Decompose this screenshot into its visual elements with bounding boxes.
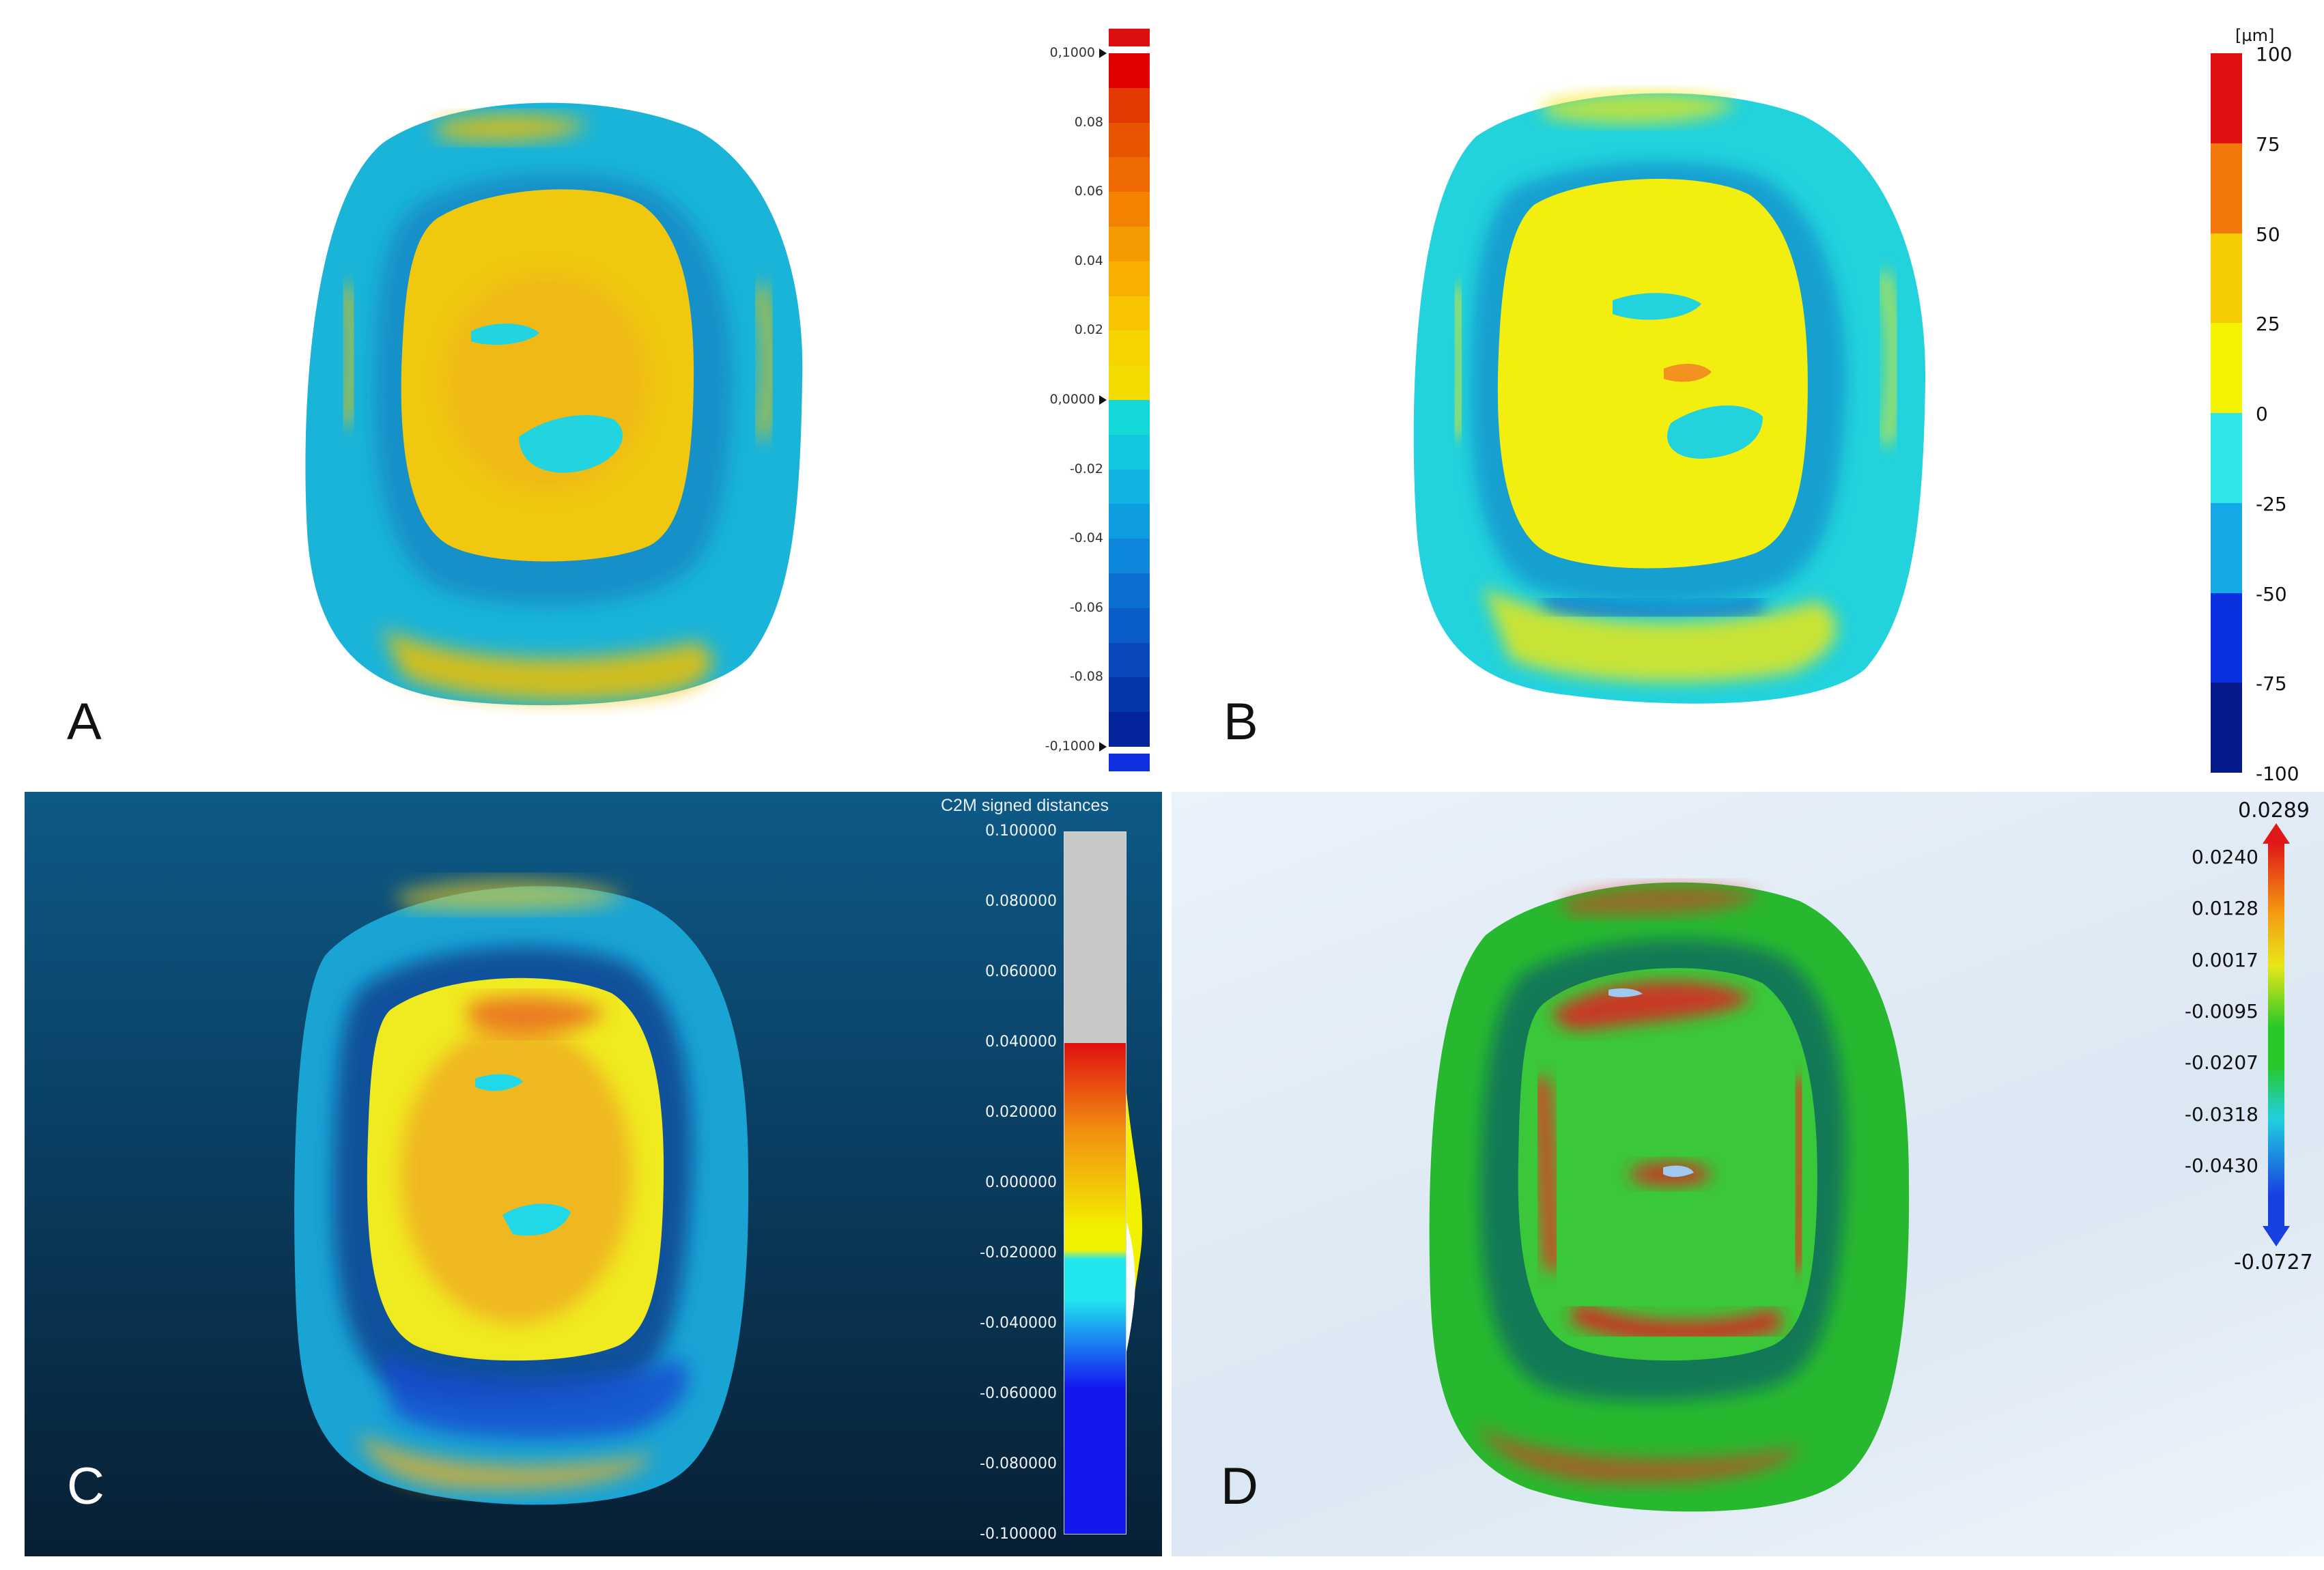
- scale-a-segment: [1109, 573, 1150, 609]
- scale-c-tick-label: -0.060000: [980, 1385, 1057, 1402]
- scale-d-min-label: -0.0727: [2234, 1251, 2313, 1274]
- scale-a-segment: [1109, 712, 1150, 747]
- scale-a-tick-label: -0,1000: [1045, 739, 1095, 754]
- scale-b-tick-label: -25: [2256, 492, 2287, 515]
- scan-b-image: [1413, 92, 1926, 704]
- scale-d-tick-label: 0.0017: [2192, 948, 2258, 971]
- panel-letter-a: A: [67, 693, 102, 751]
- scale-a-marker-icon: [1099, 48, 1107, 58]
- scale-a-tick-label: -0.04: [1069, 530, 1103, 546]
- scale-b-segment: [2211, 502, 2242, 594]
- scale-b-tick-label: 50: [2256, 223, 2280, 246]
- scale-a-segment: [1109, 469, 1150, 505]
- scale-a-segment: [1109, 677, 1150, 713]
- scale-b-colorbar: [2211, 53, 2242, 773]
- scale-c-colorbar: [1064, 831, 1126, 1535]
- scale-a-segment: [1109, 122, 1150, 158]
- scale-c-tick-label: 0.100000: [985, 823, 1057, 840]
- scale-a-marker-icon: [1099, 742, 1107, 752]
- panel-a: A 0,1000 0.08 0.06 0.04 0.02 0,0000 -0.02 -0.04…: [0, 0, 1162, 785]
- scale-c-tick-label: -0.040000: [980, 1315, 1057, 1332]
- scale-d-tick-label: -0.0207: [2184, 1051, 2258, 1074]
- scan-c-image: [294, 879, 749, 1505]
- scale-d-max-label: 0.0289: [2238, 799, 2310, 823]
- scale-a-tick-label: 0,0000: [1049, 392, 1095, 407]
- scale-a-tick-label: -0.06: [1069, 599, 1103, 615]
- scale-a-segment: [1109, 400, 1150, 436]
- scale-a-overflow-low: [1109, 754, 1150, 771]
- scale-d-tick-label: -0.0095: [2184, 1000, 2258, 1023]
- scale-a-marker-icon: [1099, 395, 1107, 405]
- scale-b-tick-label: 75: [2256, 132, 2280, 156]
- scale-d-tick-label: 0.0128: [2192, 897, 2258, 920]
- scale-a-segment: [1109, 227, 1150, 262]
- scale-c-tick-label: 0.060000: [985, 963, 1057, 980]
- scale-c-tick-label: 0.040000: [985, 1033, 1057, 1051]
- scale-b-unit: [µm]: [2235, 26, 2275, 45]
- scale-a-segment: [1109, 330, 1150, 367]
- scale-a-segment: [1109, 539, 1150, 574]
- scale-a-segment: [1109, 53, 1150, 89]
- scale-c-tick-label: 0.020000: [985, 1104, 1057, 1121]
- scale-b-segment: [2211, 413, 2242, 504]
- scale-c-tick-label: -0.020000: [980, 1244, 1057, 1261]
- panel-letter-b: B: [1223, 693, 1258, 751]
- scale-c-tick-label: -0.100000: [980, 1526, 1057, 1543]
- scale-b-tick-label: 100: [2256, 43, 2293, 66]
- scale-b-segment: [2211, 683, 2242, 773]
- scale-a-segment: [1109, 87, 1150, 124]
- panel-b: B [µm] 100 75 50 25 0 -25 -50 -75 -100: [1162, 0, 2324, 785]
- scale-a-segment: [1109, 504, 1150, 540]
- scale-a-segment: [1109, 642, 1150, 679]
- scale-a-segment: [1109, 296, 1150, 332]
- scale-b-segment: [2211, 323, 2242, 414]
- scale-a-tick-label: 0.02: [1074, 322, 1103, 338]
- scan-d-image: [1429, 882, 1910, 1512]
- scale-a-tick-label: -0.08: [1069, 669, 1103, 685]
- scale-d-colorbar: [2268, 844, 2284, 1226]
- scale-d-gradient: [2268, 844, 2284, 1226]
- scale-c-tick-label: -0.080000: [980, 1455, 1057, 1472]
- scale-b-tick-label: -100: [2256, 762, 2299, 785]
- scale-a-tick-label: 0,1000: [1049, 45, 1095, 60]
- scale-a-tick-label: 0.06: [1074, 184, 1103, 199]
- scale-a-tick-label: 0.04: [1074, 253, 1103, 268]
- scale-a-segment: [1109, 192, 1150, 227]
- panel-letter-d: D: [1221, 1457, 1258, 1515]
- panel-letter-c: C: [67, 1457, 104, 1515]
- scale-c-tick-label: 0.000000: [985, 1174, 1057, 1191]
- scale-a-colorbar: [1109, 53, 1150, 747]
- panel-c: C2M signed distances 0.100000 0.080000 0.0…: [25, 792, 1162, 1556]
- scale-b-tick-label: 25: [2256, 313, 2280, 336]
- scale-a-segment: [1109, 261, 1150, 297]
- scan-a-image: [305, 102, 803, 706]
- scale-b-segment: [2211, 143, 2242, 234]
- scale-b-tick-label: 0: [2256, 403, 2268, 425]
- scale-b-tick-label: -50: [2256, 582, 2287, 605]
- scale-b-tick-label: -75: [2256, 672, 2287, 696]
- scale-a-segment: [1109, 608, 1150, 644]
- scale-d-tick-label: -0.0318: [2184, 1102, 2258, 1126]
- scale-c-title: C2M signed distances: [941, 796, 1109, 815]
- scale-a-tick-label: 0.08: [1074, 114, 1103, 130]
- scale-c-tick-label: 0.080000: [985, 893, 1057, 910]
- scale-a-overflow-high: [1109, 29, 1150, 46]
- scale-b-segment: [2211, 593, 2242, 684]
- scale-c-histogram: [1126, 1092, 1142, 1352]
- scale-b-segment: [2211, 53, 2242, 144]
- scale-d-min-arrow: [2263, 1226, 2290, 1246]
- scale-a-segment: [1109, 365, 1150, 401]
- scale-a-segment: [1109, 157, 1150, 193]
- scale-a-segment: [1109, 434, 1150, 470]
- scale-d-max-arrow: [2263, 823, 2290, 844]
- scale-c-out-of-range: [1064, 832, 1126, 1043]
- scale-d-tick-label: 0.0240: [2192, 846, 2258, 868]
- scale-b-segment: [2211, 233, 2242, 324]
- scale-c-gradient: [1064, 1043, 1126, 1534]
- scale-d-tick-label: -0.0430: [2184, 1154, 2258, 1177]
- scale-a-tick-label: -0.02: [1069, 461, 1103, 476]
- panel-d: 0.0289 -0.0727 0.0240 0.0128 0.0017 -0.0095…: [1172, 792, 2324, 1556]
